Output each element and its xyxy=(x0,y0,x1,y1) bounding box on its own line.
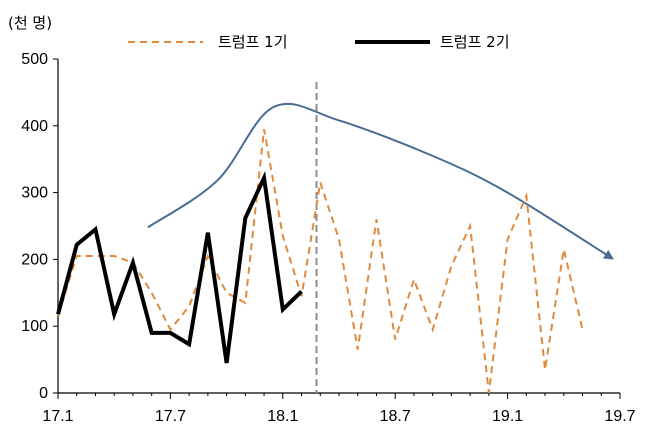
legend-label-term1: 트럼프 1기 xyxy=(218,33,288,51)
axes xyxy=(57,59,620,394)
x-tick-label: 18.7 xyxy=(380,408,411,425)
y-tick-label: 0 xyxy=(39,385,48,402)
x-axis-ticks: 17.1 17.7 18.1 18.7 19.1 19.7 xyxy=(42,393,636,425)
unit-label: (천 명) xyxy=(8,14,52,32)
x-tick-label: 19.7 xyxy=(604,408,635,425)
legend: 트럼프 1기 트럼프 2기 xyxy=(128,33,510,51)
x-tick-label: 17.7 xyxy=(155,408,186,425)
y-tick-label: 100 xyxy=(21,318,48,335)
x-tick-label: 19.1 xyxy=(492,408,523,425)
legend-label-term2: 트럼프 2기 xyxy=(440,33,510,51)
x-tick-label: 17.1 xyxy=(42,408,73,425)
series-lines xyxy=(56,128,584,394)
series-line-term2 xyxy=(56,170,303,364)
y-tick-label: 200 xyxy=(21,251,48,268)
y-tick-label: 300 xyxy=(21,185,48,202)
trend-arrow-curve xyxy=(147,102,615,260)
y-tick-label: 400 xyxy=(21,118,48,135)
y-axis-ticks: 0 100 200 300 400 500 xyxy=(21,51,58,402)
series-line-term1 xyxy=(57,128,584,394)
y-tick-label: 500 xyxy=(21,51,48,68)
x-tick-label: 18.1 xyxy=(267,408,298,425)
trend-arrow xyxy=(147,102,615,260)
